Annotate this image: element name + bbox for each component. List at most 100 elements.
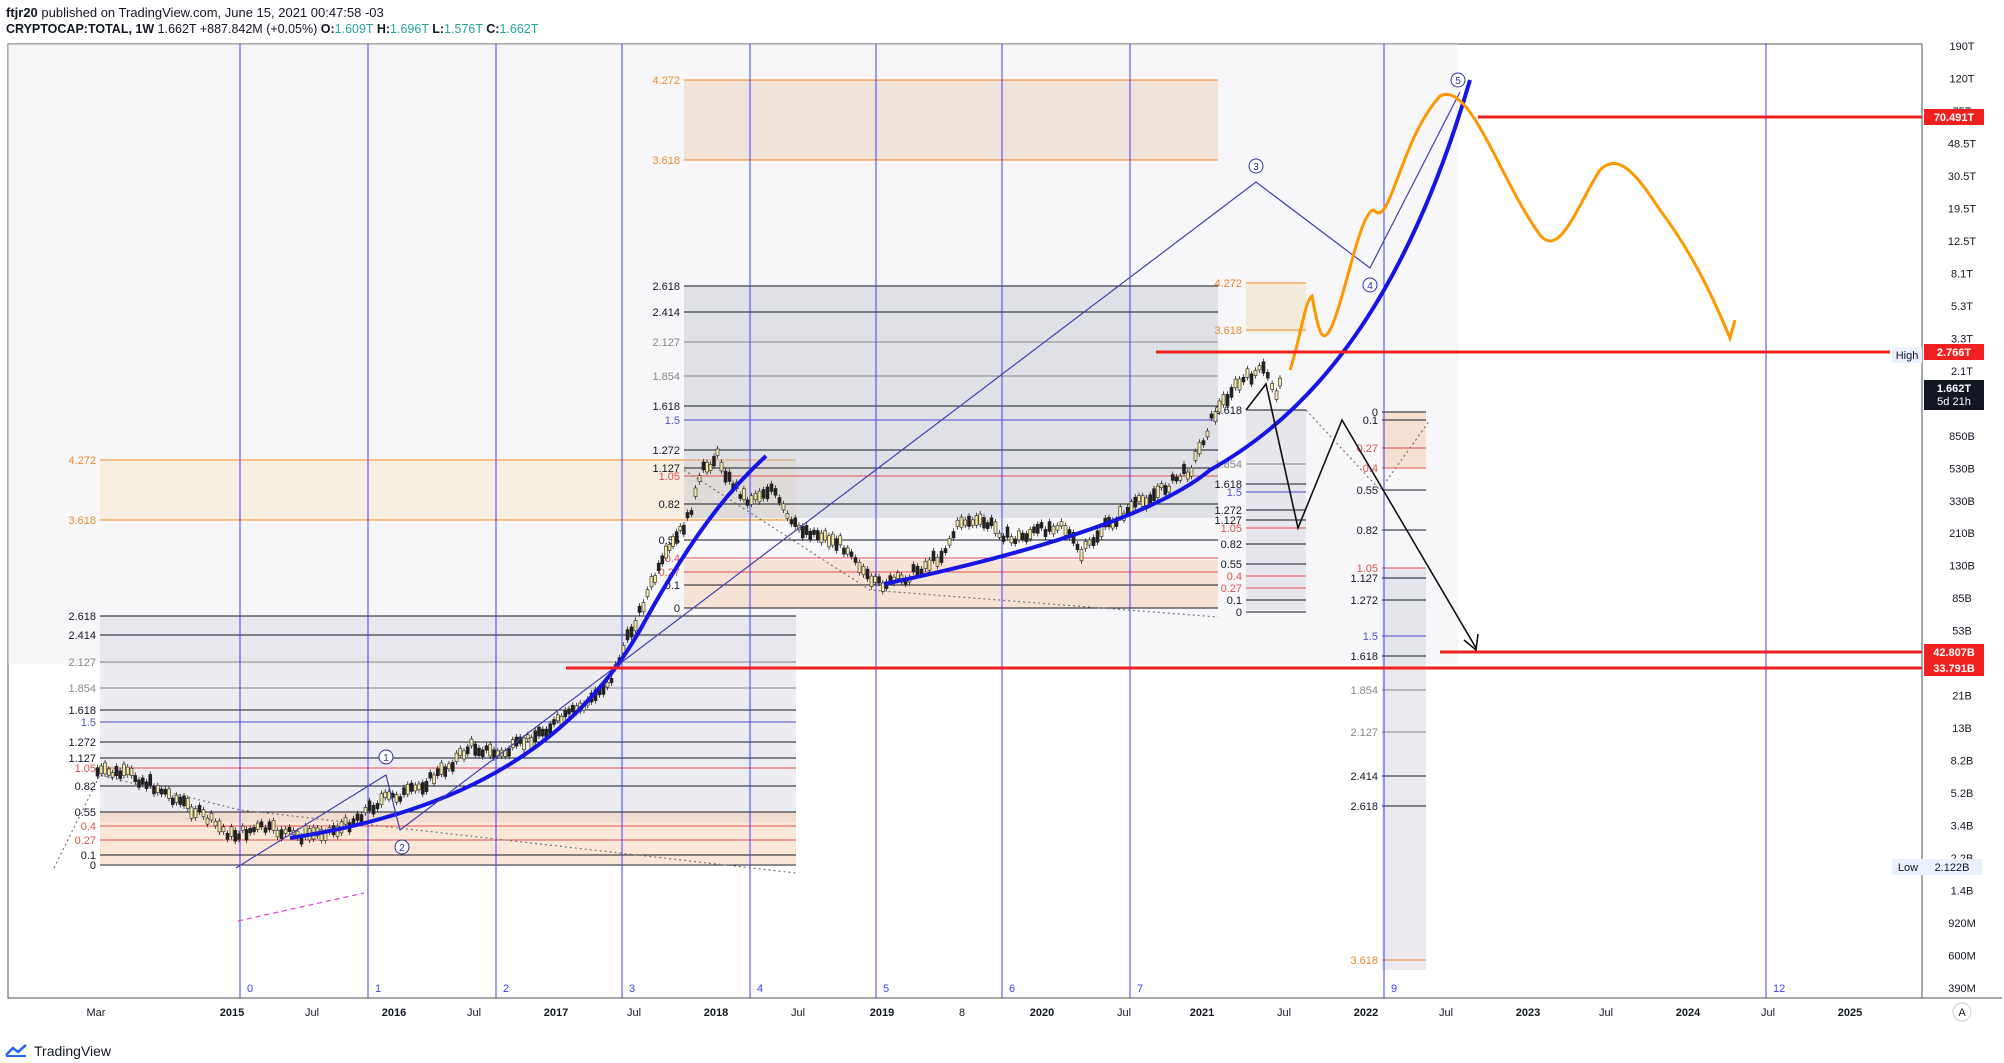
price-axis-label: 13B — [1952, 723, 1972, 735]
candle-body — [110, 772, 115, 778]
candle-body — [749, 495, 754, 505]
candle-body — [970, 519, 975, 526]
candle-body — [355, 813, 360, 821]
candle-body — [540, 728, 545, 737]
cycle-label: 5 — [883, 983, 889, 995]
candle-body — [383, 791, 388, 798]
price-tag-42b: 42.807B — [1933, 647, 1975, 659]
footer: TradingView — [4, 1043, 111, 1059]
candle-body — [99, 765, 104, 774]
fib-a-label: 3.618 — [68, 515, 96, 527]
candle-body — [1233, 378, 1238, 389]
close-value: 1.662T — [499, 22, 539, 36]
candle-body — [252, 827, 256, 833]
current-price-tag-bg — [1924, 380, 1984, 410]
candle-body — [715, 448, 720, 456]
candle-body — [1017, 530, 1021, 541]
candle-body — [1245, 368, 1250, 378]
time-axis-label: 2021 — [1190, 1007, 1214, 1019]
candle-body — [409, 782, 414, 792]
wave-marker-label: 1 — [383, 753, 389, 764]
fib-b-label: 1.127 — [652, 463, 680, 475]
wave-marker-circle — [1450, 72, 1466, 88]
candle-body — [637, 605, 642, 613]
price-tag-2-7t: 2.766T — [1937, 347, 1972, 359]
fib-c-label: 3.618 — [1214, 325, 1242, 337]
time-axis-label: 2017 — [544, 1007, 568, 1019]
candle-body — [993, 521, 998, 534]
fib-c-label: 1.05 — [1221, 523, 1242, 535]
fib-a-label: 2.618 — [68, 611, 96, 623]
candle-body — [122, 763, 126, 776]
candle-body — [827, 535, 831, 548]
candle-body — [812, 529, 816, 535]
wave-marker-circle — [394, 839, 410, 855]
candle-body — [1095, 530, 1100, 543]
candle-body — [1182, 464, 1186, 474]
candle-body — [1059, 521, 1064, 527]
candle-body — [845, 547, 850, 555]
candle-body — [781, 503, 786, 511]
candle-body — [447, 763, 451, 770]
candle-body — [1071, 532, 1076, 544]
candle-body — [919, 568, 924, 575]
candle-body — [1270, 383, 1274, 390]
candle-body — [114, 766, 119, 777]
candle-body — [609, 678, 614, 684]
candle-body — [287, 826, 292, 833]
candle-body — [869, 575, 874, 587]
candle-body — [477, 747, 481, 756]
symbol-label[interactable]: CRYPTOCAP:TOTAL, 1W — [6, 22, 155, 36]
fib-d-zone-mid — [1382, 568, 1426, 970]
candle-body — [205, 817, 210, 825]
high-marker-label: High — [1896, 350, 1919, 362]
candle-body — [435, 768, 440, 776]
candle-body — [259, 821, 264, 828]
candle-body — [462, 750, 466, 760]
candle-body — [757, 490, 762, 503]
candle-body — [152, 785, 156, 795]
fib-d-label: 2.127 — [1350, 727, 1378, 739]
candle-body — [213, 820, 218, 827]
candle-body — [1159, 483, 1164, 489]
candle-body — [371, 804, 376, 815]
candle-body — [387, 791, 391, 800]
candle-body — [1237, 378, 1242, 391]
time-axis-label: 2020 — [1030, 1007, 1054, 1019]
candle-body — [159, 788, 164, 795]
candle-body — [641, 601, 646, 613]
candle-body — [1253, 370, 1258, 376]
candle-body — [1178, 475, 1183, 481]
candle-body — [480, 749, 485, 757]
candle-body — [1063, 525, 1068, 536]
footer-brand[interactable]: TradingView — [34, 1043, 112, 1059]
candle-body — [351, 818, 356, 825]
candle-body — [693, 487, 698, 497]
publisher-name[interactable]: ftjr20 — [6, 5, 38, 20]
fib-c-label: 2.618 — [1214, 405, 1242, 417]
candle-body — [522, 737, 526, 751]
candle-body — [283, 828, 288, 835]
low-label-bg — [1892, 859, 1982, 875]
fib-c-label: 0 — [1236, 607, 1242, 619]
candle-body — [1170, 474, 1175, 481]
low-label: L: — [432, 22, 445, 36]
high-label-bg — [1892, 347, 1922, 363]
candle-body — [428, 772, 433, 779]
candle-body — [1039, 522, 1044, 529]
candle-body — [1140, 495, 1145, 507]
candle-body — [701, 461, 706, 471]
candle-body — [189, 806, 194, 819]
fib-a-label: 0.1 — [81, 850, 96, 862]
fib-a-label: 0.55 — [75, 807, 96, 819]
auto-scale-button[interactable]: A — [1958, 1007, 1966, 1019]
candle-body — [267, 821, 272, 830]
candle-body — [137, 779, 141, 788]
candle-body — [689, 510, 694, 515]
fib-a-label: 1.854 — [68, 683, 96, 695]
fib-c-label: 0.1 — [1227, 595, 1242, 607]
candle-body — [439, 762, 444, 775]
candle-body — [1205, 430, 1210, 438]
candle-body — [492, 749, 496, 759]
